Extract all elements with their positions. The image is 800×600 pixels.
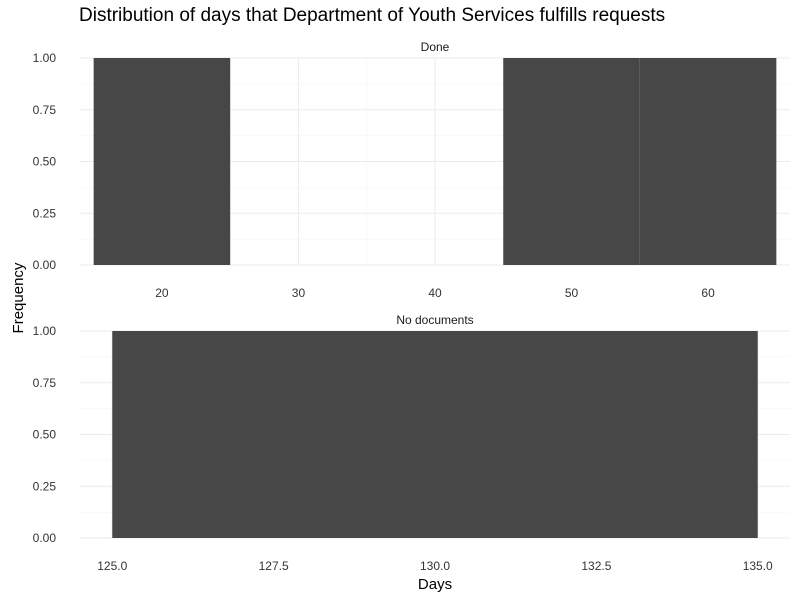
x-tick-label: 127.5 <box>259 559 289 573</box>
x-axis-title: Days <box>418 576 452 593</box>
x-tick-label: 30 <box>292 286 306 300</box>
histogram-bar <box>93 58 231 265</box>
histogram-bar <box>503 58 640 265</box>
x-tick-label: 130.0 <box>420 559 450 573</box>
x-tick-label: 50 <box>565 286 579 300</box>
facet-strip-label: No documents <box>396 313 473 327</box>
x-tick-label: 20 <box>155 286 169 300</box>
panel-2: No documents 0.00 0.25 0.50 0.75 1.00 125.0 127… <box>33 313 790 573</box>
facet-strip-label: Done <box>421 40 450 54</box>
y-tick-label: 0.00 <box>33 531 57 545</box>
panel-1: Done 0.00 0.25 0.50 0.75 1.00 20 30 40 50 60 <box>33 40 790 300</box>
y-tick-label: 1.00 <box>33 51 57 65</box>
histogram-bar <box>112 331 758 538</box>
y-tick-label: 0.25 <box>33 206 57 220</box>
y-axis-title: Frequency <box>10 262 27 333</box>
x-tick-label: 40 <box>428 286 442 300</box>
x-tick-label: 132.5 <box>581 559 611 573</box>
x-tick-label: 60 <box>701 286 715 300</box>
y-tick-label: 0.75 <box>33 376 57 390</box>
y-tick-label: 0.75 <box>33 103 57 117</box>
y-tick-label: 0.50 <box>33 155 57 169</box>
chart-title: Distribution of days that Department of … <box>79 5 666 26</box>
x-tick-label: 135.0 <box>743 559 773 573</box>
y-tick-label: 1.00 <box>33 324 57 338</box>
y-tick-label: 0.25 <box>33 479 57 493</box>
histogram-bar <box>639 58 777 265</box>
y-tick-label: 0.00 <box>33 258 57 272</box>
y-tick-label: 0.50 <box>33 428 57 442</box>
x-tick-label: 125.0 <box>97 559 127 573</box>
